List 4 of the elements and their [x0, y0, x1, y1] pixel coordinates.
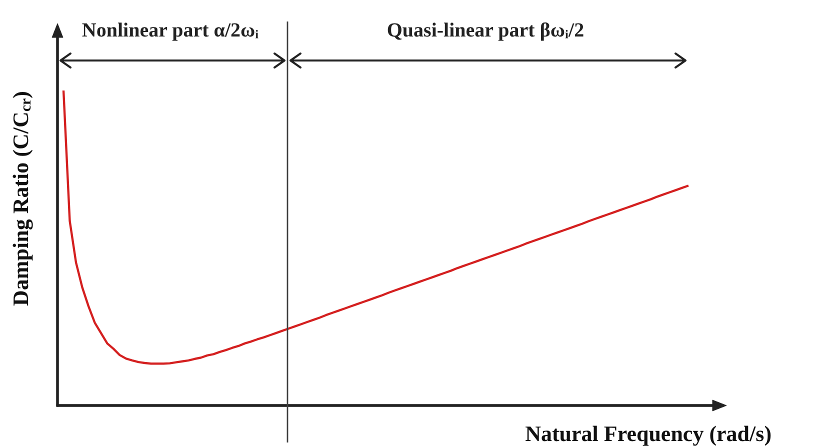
- text: Quasi-linear part βωᵢ/2: [386, 20, 584, 42]
- y-axis-title: Damping Ratio (C/Ccr): [8, 91, 35, 306]
- text: Nonlinear part α/2ωᵢ: [82, 20, 260, 42]
- x-axis-title: Natural Frequency (rad/s): [525, 421, 772, 446]
